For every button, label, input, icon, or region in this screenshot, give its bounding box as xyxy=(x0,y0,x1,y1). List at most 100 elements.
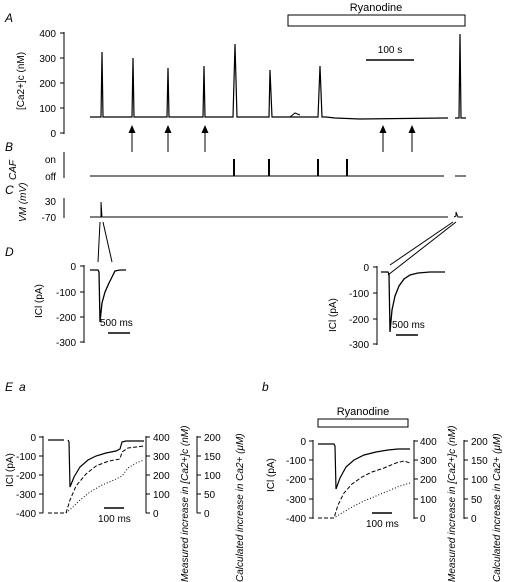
panel-ea-mid-ylabel: Measured increase in [Ca2+]c (nM) xyxy=(180,426,191,582)
panel-eb-left-ytick: 0 xyxy=(300,437,306,448)
panel-a-ytick: 300 xyxy=(39,54,56,65)
panel-d-right-ytick: -100 xyxy=(349,289,369,300)
panel-d-left-ytick: -200 xyxy=(56,313,76,324)
panel-a-ryanodine-bump xyxy=(289,112,301,118)
panel-b-level-off: off xyxy=(45,172,56,183)
panel-ea-left-yaxis: 0 -100 -200 -300 -400 xyxy=(16,433,44,520)
panel-a-ytick: 0 xyxy=(50,129,56,140)
panel-eb-right-ytick: 50 xyxy=(471,495,483,506)
panel-e-letter: E xyxy=(5,380,14,394)
panel-eb-right-ytick: 150 xyxy=(471,456,488,467)
panel-ea-right-yaxis: 200 150 100 50 0 xyxy=(196,433,221,520)
panel-d-right-ylabel: ICl (pA) xyxy=(328,298,339,332)
ryanodine-label-e: Ryanodine xyxy=(337,406,390,418)
panel-d-right-trace xyxy=(381,271,445,333)
panel-a-arrows xyxy=(128,125,416,152)
panel-eb-mid-ytick: 200 xyxy=(420,475,437,486)
panel-ea-letter: a xyxy=(19,380,26,394)
panel-eb-letter: b xyxy=(262,380,269,394)
panel-d-zoom-lines xyxy=(97,221,457,276)
panel-ea-right-ytick: 50 xyxy=(204,490,216,501)
panel-ea-left-ytick: -200 xyxy=(16,471,36,482)
panel-a-ytick: 400 xyxy=(39,29,56,40)
panel-b-level-on: on xyxy=(45,155,56,166)
panel-eb-right-ytick: 200 xyxy=(471,437,488,448)
arrow-up-icon xyxy=(164,125,172,152)
panel-d-right-ytick: -300 xyxy=(349,340,369,351)
panel-a-scalebar: 100 s xyxy=(366,45,414,61)
panel-eb-mid-ytick: 300 xyxy=(420,456,437,467)
panel-d-right-ytick: -200 xyxy=(349,315,369,326)
panel-a-ylabel: [Ca2+]c (nM) xyxy=(16,52,27,110)
panel-a-letter: A xyxy=(4,11,13,25)
panel-eb-left-ytick: -100 xyxy=(286,456,306,467)
panel-d-left-ytick: 0 xyxy=(70,262,76,273)
arrow-up-icon xyxy=(408,125,416,152)
panel-ea-right-ytick: 100 xyxy=(204,471,221,482)
panel-d-left-trace xyxy=(90,269,126,323)
panel-eb-right-ylabel: Calculated increase in Ca2+ (μM) xyxy=(492,433,503,582)
panel-d-left-ytick: -100 xyxy=(56,288,76,299)
panel-b-ylabel: CAF xyxy=(8,159,19,180)
panel-b-letter: B xyxy=(5,140,13,154)
panel-ea-left-ytick: 0 xyxy=(30,433,36,444)
panel-eb-right-ytick: 100 xyxy=(471,475,488,486)
panel-eb-mid-ylabel: Measured increase in [Ca2+]c (nM) xyxy=(447,426,458,582)
panel-d-left-ylabel: ICl (pA) xyxy=(34,284,45,318)
panel-c-ylabel: VM (mV) xyxy=(18,183,29,222)
panel-ea-mid-ytick: 0 xyxy=(153,509,159,520)
panel-ea-left-ytick: -100 xyxy=(16,452,36,463)
panel-ea-right-ylabel: Calculated increase in Ca2+ (μM) xyxy=(235,433,246,582)
panel-a-scalebar-label: 100 s xyxy=(378,45,402,56)
panel-ea-left-ytick: -300 xyxy=(16,490,36,501)
panel-eb-mid-ytick: 400 xyxy=(420,437,437,448)
panel-ea-right-ytick: 0 xyxy=(204,509,210,520)
panel-eb-right-yaxis: 200 150 100 50 0 xyxy=(463,437,488,525)
panel-eb-mid-ytick: 100 xyxy=(420,495,437,506)
panel-d-letter: D xyxy=(5,245,14,259)
panel-eb-left-ytick: -400 xyxy=(286,514,306,525)
panel-c-level-30: 30 xyxy=(45,197,57,208)
panel-d-left-yaxis: 0 -100 -200 -300 xyxy=(56,262,85,349)
panel-eb-left-yaxis: 0 -100 -200 -300 -400 xyxy=(286,437,314,525)
panel-eb-left-ylabel: ICl (pA) xyxy=(266,458,277,492)
arrow-up-icon xyxy=(201,125,209,152)
ryanodine-bar-e: Ryanodine xyxy=(317,406,409,428)
panel-eb-measured-trace xyxy=(318,460,411,519)
arrow-up-icon xyxy=(128,125,136,152)
panel-a-yaxis: 400 300 200 100 0 xyxy=(39,29,65,140)
panel-d-right-scalebar-label: 500 ms xyxy=(392,320,425,331)
panel-ea-right-ytick: 200 xyxy=(204,433,221,444)
panel-ea-mid-ytick: 400 xyxy=(153,433,170,444)
panel-ea-mid-ytick: 100 xyxy=(153,490,170,501)
panel-eb-scalebar-label: 100 ms xyxy=(366,519,399,530)
panel-d-right-scalebar: 500 ms xyxy=(392,320,425,336)
panel-d-left-scalebar-label: 500 ms xyxy=(100,318,133,329)
panel-b-pulses xyxy=(233,159,348,176)
panel-eb-scalebar: 100 ms xyxy=(366,512,399,530)
ryanodine-label-a: Ryanodine xyxy=(350,2,403,14)
panel-eb-mid-yaxis: 400 300 200 100 0 xyxy=(413,437,437,525)
panel-ea-calculated-trace xyxy=(48,459,145,514)
panel-ea-mid-ytick: 200 xyxy=(153,471,170,482)
panel-c-letter: C xyxy=(5,183,14,197)
panel-c-level-70: -70 xyxy=(42,213,57,224)
panel-ea-scalebar-label: 100 ms xyxy=(98,514,131,525)
panel-ea-mid-yaxis: 400 300 200 100 0 xyxy=(145,433,170,520)
panel-ea-mid-ytick: 300 xyxy=(153,452,170,463)
panel-ea-measured-trace xyxy=(48,445,145,514)
panel-eb-mid-ytick: 0 xyxy=(420,514,426,525)
panel-ea-left-ylabel: ICl (pA) xyxy=(5,453,16,487)
panel-d-left-ytick: -300 xyxy=(56,338,76,349)
panel-ea-left-ytick: -400 xyxy=(16,509,36,520)
panel-ea-right-ytick: 150 xyxy=(204,452,221,463)
panel-eb-right-ytick: 0 xyxy=(471,514,477,525)
panel-d-right-ytick: 0 xyxy=(363,263,369,274)
panel-d-left-scalebar: 500 ms xyxy=(100,318,133,334)
panel-c-trace xyxy=(90,201,463,218)
panel-eb-left-ytick: -300 xyxy=(286,495,306,506)
panel-a-ytick: 200 xyxy=(39,79,56,90)
panel-a-ytick: 100 xyxy=(39,104,56,115)
panel-eb-calculated-trace xyxy=(318,482,411,519)
